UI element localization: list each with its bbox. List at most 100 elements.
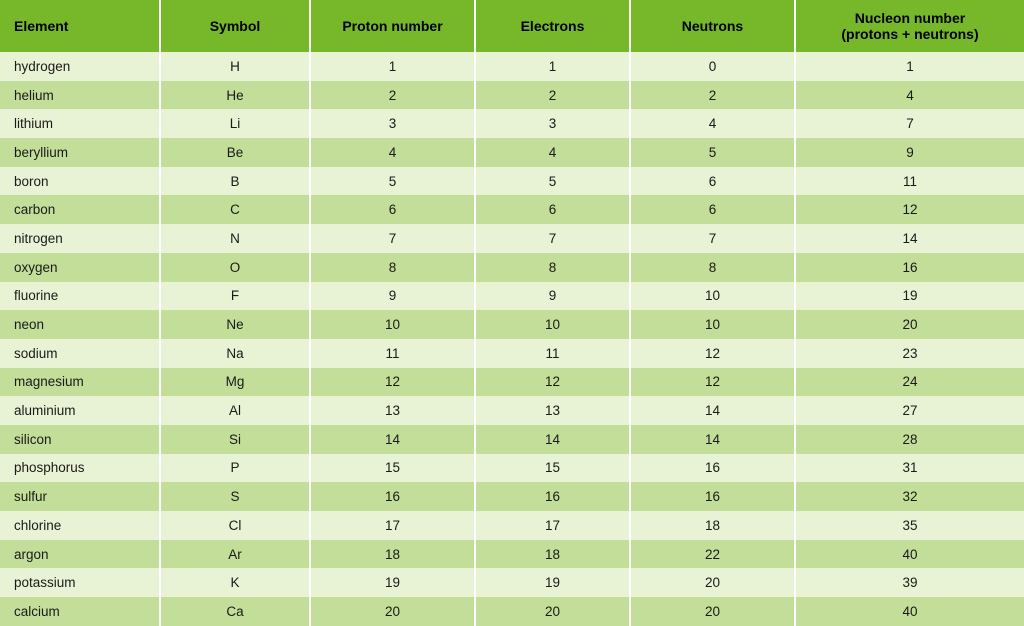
elements-table: Element Symbol Proton number Electrons N…	[0, 0, 1024, 626]
cell-symbol: Ne	[160, 310, 310, 339]
table-row: carbonC66612	[0, 195, 1024, 224]
cell-neutrons: 8	[630, 253, 795, 282]
cell-nucleon: 32	[795, 482, 1024, 511]
table-row: sulfurS16161632	[0, 482, 1024, 511]
cell-proton: 3	[310, 109, 475, 138]
table-row: heliumHe2224	[0, 81, 1024, 110]
cell-symbol: C	[160, 195, 310, 224]
cell-nucleon: 40	[795, 540, 1024, 569]
cell-element: helium	[0, 81, 160, 110]
table-row: sodiumNa11111223	[0, 339, 1024, 368]
cell-electrons: 8	[475, 253, 630, 282]
cell-proton: 20	[310, 597, 475, 626]
cell-nucleon: 24	[795, 368, 1024, 397]
cell-symbol: S	[160, 482, 310, 511]
cell-symbol: He	[160, 81, 310, 110]
cell-element: calcium	[0, 597, 160, 626]
cell-neutrons: 6	[630, 195, 795, 224]
cell-electrons: 13	[475, 396, 630, 425]
cell-element: neon	[0, 310, 160, 339]
cell-element: magnesium	[0, 368, 160, 397]
cell-symbol: Cl	[160, 511, 310, 540]
cell-nucleon: 1	[795, 52, 1024, 81]
cell-neutrons: 5	[630, 138, 795, 167]
cell-neutrons: 12	[630, 368, 795, 397]
cell-neutrons: 12	[630, 339, 795, 368]
table-row: lithiumLi3347	[0, 109, 1024, 138]
header-electrons: Electrons	[475, 0, 630, 52]
cell-symbol: N	[160, 224, 310, 253]
cell-symbol: Be	[160, 138, 310, 167]
cell-neutrons: 10	[630, 282, 795, 311]
cell-electrons: 14	[475, 425, 630, 454]
cell-electrons: 5	[475, 167, 630, 196]
cell-symbol: O	[160, 253, 310, 282]
cell-element: phosphorus	[0, 454, 160, 483]
table-row: berylliumBe4459	[0, 138, 1024, 167]
cell-neutrons: 10	[630, 310, 795, 339]
cell-proton: 2	[310, 81, 475, 110]
cell-proton: 10	[310, 310, 475, 339]
cell-electrons: 17	[475, 511, 630, 540]
cell-proton: 15	[310, 454, 475, 483]
cell-proton: 19	[310, 568, 475, 597]
cell-proton: 9	[310, 282, 475, 311]
cell-neutrons: 0	[630, 52, 795, 81]
cell-neutrons: 6	[630, 167, 795, 196]
cell-electrons: 15	[475, 454, 630, 483]
table-header: Element Symbol Proton number Electrons N…	[0, 0, 1024, 52]
cell-element: oxygen	[0, 253, 160, 282]
cell-element: boron	[0, 167, 160, 196]
cell-neutrons: 18	[630, 511, 795, 540]
cell-element: chlorine	[0, 511, 160, 540]
cell-proton: 8	[310, 253, 475, 282]
header-proton: Proton number	[310, 0, 475, 52]
cell-nucleon: 11	[795, 167, 1024, 196]
cell-nucleon: 4	[795, 81, 1024, 110]
header-nucleon-label: Nucleon number	[855, 10, 965, 26]
cell-element: hydrogen	[0, 52, 160, 81]
cell-proton: 11	[310, 339, 475, 368]
cell-symbol: P	[160, 454, 310, 483]
cell-proton: 12	[310, 368, 475, 397]
table-row: hydrogenH1101	[0, 52, 1024, 81]
cell-element: argon	[0, 540, 160, 569]
table-row: nitrogenN77714	[0, 224, 1024, 253]
table-row: magnesiumMg12121224	[0, 368, 1024, 397]
cell-nucleon: 7	[795, 109, 1024, 138]
cell-proton: 16	[310, 482, 475, 511]
cell-nucleon: 31	[795, 454, 1024, 483]
cell-symbol: Al	[160, 396, 310, 425]
cell-proton: 17	[310, 511, 475, 540]
header-symbol: Symbol	[160, 0, 310, 52]
cell-symbol: Na	[160, 339, 310, 368]
cell-element: nitrogen	[0, 224, 160, 253]
cell-neutrons: 14	[630, 396, 795, 425]
cell-electrons: 19	[475, 568, 630, 597]
cell-proton: 1	[310, 52, 475, 81]
cell-nucleon: 27	[795, 396, 1024, 425]
cell-element: carbon	[0, 195, 160, 224]
cell-electrons: 12	[475, 368, 630, 397]
cell-element: sodium	[0, 339, 160, 368]
table-row: neonNe10101020	[0, 310, 1024, 339]
cell-proton: 4	[310, 138, 475, 167]
cell-element: aluminium	[0, 396, 160, 425]
cell-neutrons: 16	[630, 482, 795, 511]
table-row: siliconSi14141428	[0, 425, 1024, 454]
cell-neutrons: 2	[630, 81, 795, 110]
cell-electrons: 11	[475, 339, 630, 368]
cell-element: lithium	[0, 109, 160, 138]
cell-electrons: 20	[475, 597, 630, 626]
cell-electrons: 3	[475, 109, 630, 138]
table-row: aluminiumAl13131427	[0, 396, 1024, 425]
cell-electrons: 7	[475, 224, 630, 253]
table-row: chlorineCl17171835	[0, 511, 1024, 540]
cell-electrons: 16	[475, 482, 630, 511]
cell-symbol: Ca	[160, 597, 310, 626]
header-nucleon: Nucleon number (protons + neutrons)	[795, 0, 1024, 52]
cell-nucleon: 20	[795, 310, 1024, 339]
cell-nucleon: 28	[795, 425, 1024, 454]
cell-electrons: 9	[475, 282, 630, 311]
cell-element: beryllium	[0, 138, 160, 167]
